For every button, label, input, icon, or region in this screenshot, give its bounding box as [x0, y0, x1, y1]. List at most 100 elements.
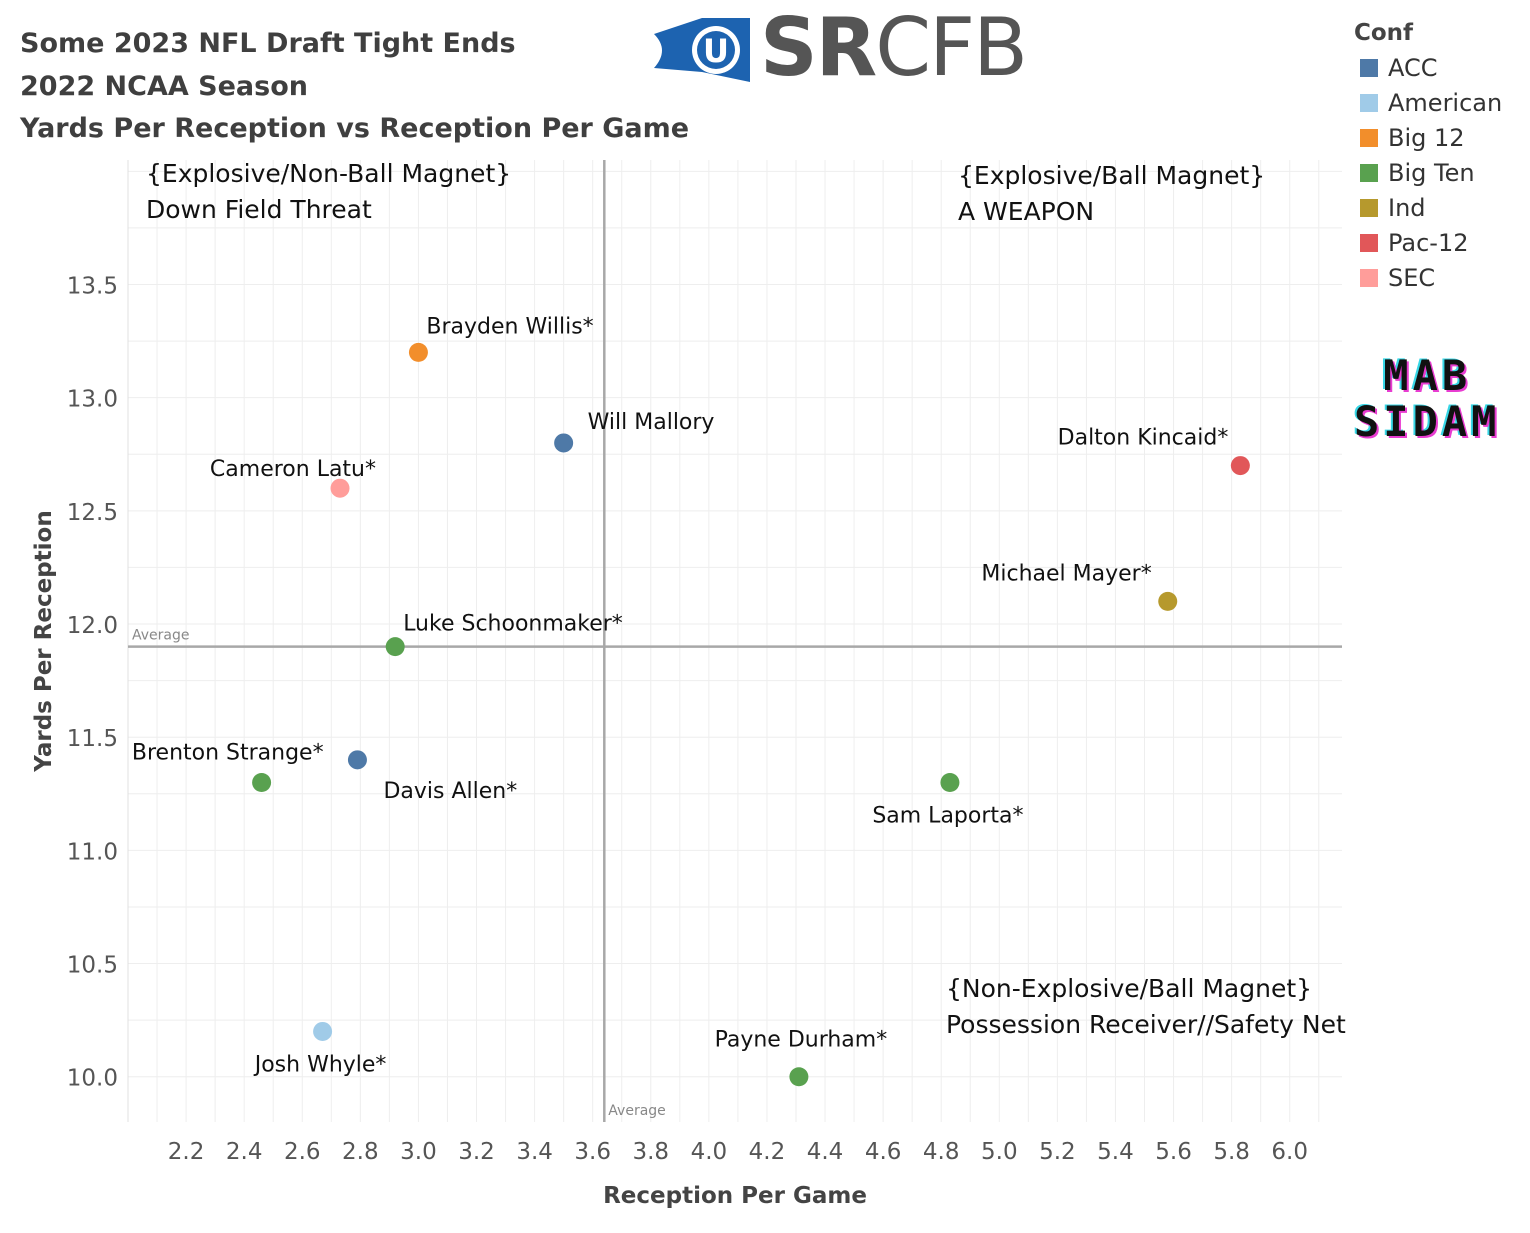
data-point-label: Payne Durham* [715, 1028, 888, 1053]
legend-label: American [1388, 88, 1503, 117]
x-tick-label: 2.2 [168, 1139, 205, 1165]
y-axis-title: Yards Per Reception [31, 510, 57, 772]
logo-text-light: CFB [875, 1, 1028, 94]
x-axis-title: Reception Per Game [603, 1183, 867, 1209]
legend-item[interactable]: Ind [1354, 190, 1502, 225]
data-point [313, 1021, 333, 1041]
x-tick-label: 4.2 [749, 1139, 786, 1165]
data-point-label: Cameron Latu* [210, 457, 376, 482]
quadrant-label-top-left: {Explosive/Non-Ball Magnet} Down Field T… [146, 156, 511, 228]
data-point [940, 772, 960, 792]
x-tick-label: 3.8 [632, 1139, 669, 1165]
data-point [252, 772, 272, 792]
data-point-label: Davis Allen* [383, 779, 517, 804]
legend-item[interactable]: Pac-12 [1354, 225, 1502, 260]
legend-swatch [1360, 198, 1378, 217]
x-tick-label: 2.8 [342, 1139, 379, 1165]
data-point [789, 1067, 809, 1087]
legend-item[interactable]: SEC [1354, 260, 1502, 295]
legend-swatch [1360, 128, 1378, 147]
legend-item[interactable]: Big 12 [1354, 120, 1502, 155]
x-tick-label: 2.6 [284, 1139, 321, 1165]
x-tick-label: 4.8 [923, 1139, 960, 1165]
data-point-label: Michael Mayer* [981, 561, 1151, 586]
quadrant-bottom-right-line-2: Possession Receiver//Safety Net [946, 1010, 1346, 1039]
chart-title-line-1: Some 2023 NFL Draft Tight Ends [20, 28, 516, 59]
x-tick-label: 3.0 [400, 1139, 437, 1165]
legend-items: ACC American Big 12 Big Ten Ind Pac-12 SEC [1354, 50, 1502, 295]
data-point-label: Luke Schoonmaker* [403, 612, 623, 637]
legend-item[interactable]: Big Ten [1354, 155, 1502, 190]
data-point-label: Will Mallory [588, 410, 715, 435]
quadrant-label-top-right: {Explosive/Ball Magnet} A WEAPON [958, 158, 1265, 230]
x-tick-label: 5.4 [1097, 1139, 1134, 1165]
watermark-line-1: MAB [1383, 351, 1472, 400]
x-tick-label: 5.8 [1213, 1139, 1250, 1165]
y-tick-label: 12.5 [67, 500, 118, 526]
quadrant-bottom-right-line-1: {Non-Explosive/Ball Magnet} [946, 974, 1313, 1003]
legend-swatch [1360, 93, 1378, 112]
y-tick-label: 12.0 [67, 613, 118, 639]
chart-title-line-3: Yards Per Reception vs Reception Per Gam… [20, 113, 690, 144]
logo-text-bold: SR [760, 1, 877, 94]
legend-label: Pac-12 [1388, 228, 1469, 257]
legend-swatch [1360, 163, 1378, 182]
data-point [385, 637, 405, 657]
mab-sidam-watermark: MAB SIDAM [1354, 353, 1500, 445]
chart-title-line-2: 2022 NCAA Season [20, 71, 308, 102]
y-average-label: Average [132, 628, 190, 644]
x-tick-label: 5.6 [1155, 1139, 1192, 1165]
y-tick-label: 13.0 [67, 387, 118, 413]
logo-wordmark: SRCFB [760, 1, 1028, 94]
legend-swatch [1360, 58, 1378, 77]
legend-label: SEC [1388, 263, 1436, 292]
data-point-label: Josh Whyle* [253, 1052, 387, 1077]
data-point [330, 478, 350, 498]
legend-swatch [1360, 233, 1378, 252]
legend-label: Big Ten [1388, 158, 1475, 187]
legend-item[interactable]: American [1354, 85, 1502, 120]
x-tick-label: 6.0 [1271, 1139, 1308, 1165]
quadrant-label-bottom-right: {Non-Explosive/Ball Magnet} Possession R… [946, 971, 1346, 1043]
x-tick-label: 3.4 [516, 1139, 553, 1165]
data-point [347, 750, 367, 770]
quadrant-top-right-line-1: {Explosive/Ball Magnet} [958, 161, 1266, 190]
legend: Conf ACC American Big 12 Big Ten Ind Pac-12 SE… [1354, 20, 1502, 295]
watermark-line-2: SIDAM [1354, 397, 1501, 446]
y-tick-label: 10.5 [67, 953, 118, 979]
x-tick-label: 3.6 [574, 1139, 611, 1165]
legend-swatch [1360, 268, 1378, 287]
emblem-letter: U [703, 32, 729, 70]
quadrant-top-right-line-2: A WEAPON [958, 197, 1095, 226]
x-tick-label: 2.4 [226, 1139, 263, 1165]
quadrant-top-left-line-1: {Explosive/Non-Ball Magnet} [146, 159, 512, 188]
y-tick-label: 10.0 [67, 1066, 118, 1092]
data-point [1158, 591, 1178, 611]
legend-title: Conf [1354, 20, 1414, 46]
srcfb-emblem-icon: U [654, 18, 750, 82]
x-tick-label: 4.0 [691, 1139, 728, 1165]
x-tick-label: 4.6 [865, 1139, 902, 1165]
data-point-label: Sam Laporta* [872, 803, 1023, 828]
x-tick-label: 5.0 [981, 1139, 1018, 1165]
legend-label: ACC [1388, 53, 1438, 82]
y-tick-label: 11.5 [67, 726, 118, 752]
x-tick-label: 3.2 [458, 1139, 495, 1165]
srcfb-logo: U SRCFB [652, 4, 1028, 92]
x-average-label: Average [608, 1103, 666, 1119]
data-point [554, 433, 574, 453]
legend-label: Ind [1388, 193, 1426, 222]
data-point [1230, 456, 1250, 476]
x-tick-label: 4.4 [807, 1139, 844, 1165]
y-tick-label: 11.0 [67, 839, 118, 865]
x-tick-label: 5.2 [1039, 1139, 1076, 1165]
y-tick-label: 13.5 [67, 273, 118, 299]
legend-label: Big 12 [1388, 123, 1465, 152]
data-point-label: Dalton Kincaid* [1058, 426, 1229, 451]
data-point [408, 342, 428, 362]
quadrant-top-left-line-2: Down Field Threat [146, 195, 372, 224]
legend-item[interactable]: ACC [1354, 50, 1502, 85]
data-point-label: Brayden Willis* [426, 314, 593, 339]
data-point-label: Brenton Strange* [132, 740, 324, 765]
